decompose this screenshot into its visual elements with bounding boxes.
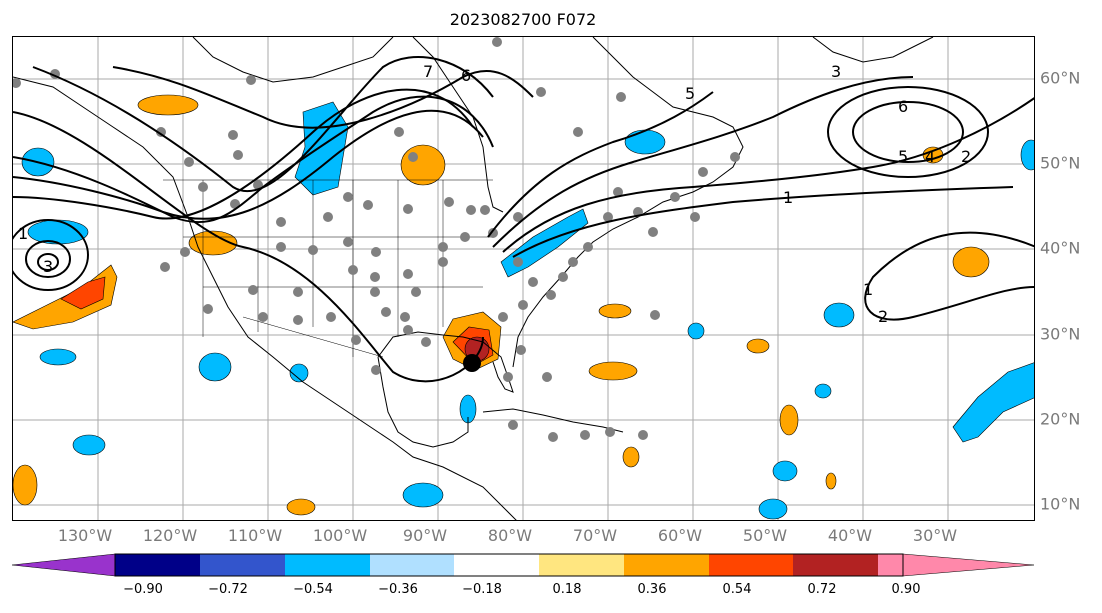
lat-label: 20°N [1040,409,1081,429]
contour-label: 2 [961,147,971,166]
lon-label: 40°W [827,526,873,545]
lon-label: 30°W [912,526,958,545]
colorbar-segment [902,553,1035,577]
colorbar-segment [793,554,878,576]
lon-label: 90°W [402,526,448,545]
contour-label: 4 [925,147,935,166]
colorbar-segment [200,554,285,576]
map-canvas: 1 1 1 2 2 3 3 4 5 5 6 6 7 [13,37,1034,520]
contour-label: 3 [831,62,841,81]
contour-label: 1 [863,280,873,299]
colorbar-segment [539,554,624,576]
lat-label: 10°N [1040,494,1081,514]
shaded-areas [13,94,1034,520]
colorbar [12,553,1035,577]
coastlines [13,37,934,520]
map-title: 2023082700 F072 [449,10,597,29]
lon-label: 130°W [57,526,113,545]
contour-label: 6 [898,97,908,116]
contour-label: 3 [43,257,53,276]
colorbar-tick: −0.18 [462,582,502,597]
lon-label: 50°W [742,526,788,545]
colorbar-tick: 0.18 [552,582,582,597]
contour-label: 5 [685,84,695,103]
colorbar-segment [12,553,116,577]
colorbar-tick: 0.72 [807,582,837,597]
lat-label: 50°N [1040,153,1081,173]
contour-label: 1 [783,188,793,207]
colorbar-segment [624,554,709,576]
contour-label: 1 [18,224,28,243]
colorbar-segment [709,554,793,576]
storm-center-marker [463,354,481,372]
colorbar-segment [115,554,200,576]
lon-label: 100°W [312,526,368,545]
lat-label: 40°N [1040,238,1081,258]
colorbar-segment [370,554,454,576]
colorbar-segment [285,554,370,576]
colorbar-tick: 0.54 [722,582,752,597]
colorbar-tick: −0.36 [378,582,418,597]
contour-label-group: 1 1 1 2 2 3 3 4 5 5 6 6 7 [18,62,971,326]
lat-label: 30°N [1040,324,1081,344]
colorbar-tick: 0.90 [891,582,921,597]
contour-label: 7 [423,62,433,81]
lon-label: 80°W [487,526,533,545]
lon-label: 110°W [227,526,283,545]
colorbar-tick: 0.36 [637,582,667,597]
lon-label: 70°W [572,526,618,545]
contour-label: 5 [898,147,908,166]
lon-label: 120°W [142,526,198,545]
contour-label: 2 [878,307,888,326]
colorbar-tick: −0.72 [208,582,248,597]
colorbar-tick: −0.54 [293,582,333,597]
lon-label: 60°W [657,526,703,545]
colorbar-segment [454,554,539,576]
colorbar-segment [878,554,903,576]
contour-lines [13,56,1034,383]
map-panel: 1 1 1 2 2 3 3 4 5 5 6 6 7 [12,36,1035,521]
contour-label: 6 [461,66,471,85]
lat-label: 60°N [1040,68,1081,88]
station-markers [13,37,740,442]
colorbar-tick: −0.90 [123,582,163,597]
